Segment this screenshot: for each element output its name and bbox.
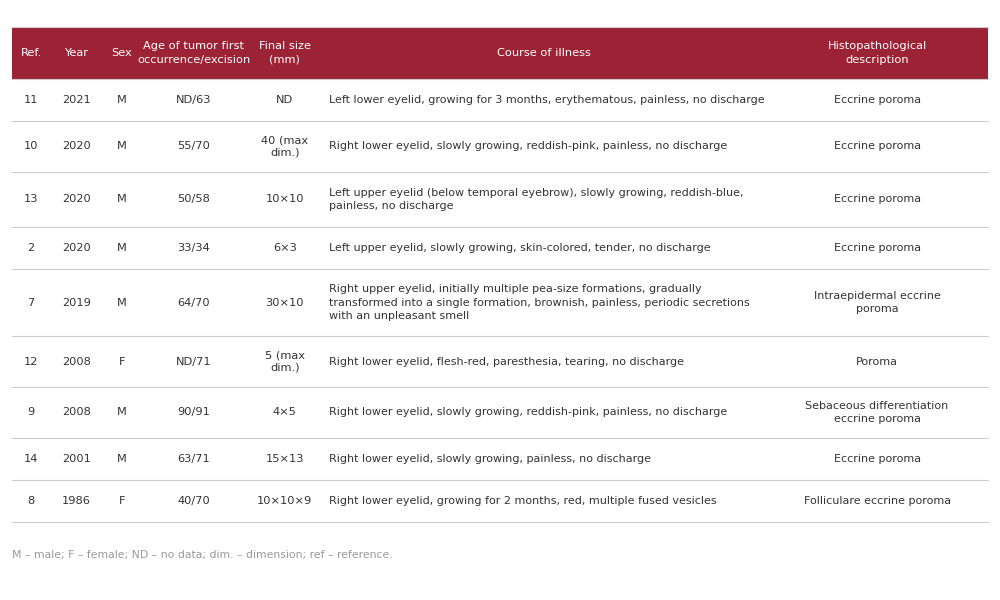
Text: Left lower eyelid, growing for 3 months, erythematous, painless, no discharge: Left lower eyelid, growing for 3 months,… xyxy=(329,95,764,105)
Text: 30×10: 30×10 xyxy=(265,298,304,308)
Text: M: M xyxy=(117,95,127,105)
Text: 2020: 2020 xyxy=(62,142,91,151)
Text: Eccrine poroma: Eccrine poroma xyxy=(834,95,921,105)
Bar xyxy=(12,437,988,480)
Text: 10×10×9: 10×10×9 xyxy=(257,496,312,506)
Text: Right lower eyelid, flesh-red, paresthesia, tearing, no discharge: Right lower eyelid, flesh-red, paresthes… xyxy=(329,356,684,367)
Text: 12: 12 xyxy=(24,356,38,367)
Text: Right lower eyelid, slowly growing, painless, no discharge: Right lower eyelid, slowly growing, pain… xyxy=(329,454,651,464)
Text: Folliculare eccrine poroma: Folliculare eccrine poroma xyxy=(804,496,951,506)
Text: 15×13: 15×13 xyxy=(265,454,304,464)
Bar xyxy=(12,79,988,121)
Text: 2020: 2020 xyxy=(62,243,91,253)
Text: Intraepidermal eccrine
poroma: Intraepidermal eccrine poroma xyxy=(814,291,941,314)
Text: M: M xyxy=(117,407,127,417)
Text: 10: 10 xyxy=(24,142,38,151)
Text: 2019: 2019 xyxy=(62,298,91,308)
Text: 8: 8 xyxy=(28,496,35,506)
Text: 4×5: 4×5 xyxy=(273,407,297,417)
Text: 1986: 1986 xyxy=(62,496,91,506)
Text: 9: 9 xyxy=(28,407,35,417)
Text: 2008: 2008 xyxy=(62,356,91,367)
Text: Right lower eyelid, growing for 2 months, red, multiple fused vesicles: Right lower eyelid, growing for 2 months… xyxy=(329,496,716,506)
Text: Ref.: Ref. xyxy=(21,48,42,58)
Bar xyxy=(12,27,988,79)
Text: 50/58: 50/58 xyxy=(178,194,210,204)
Text: Age of tumor first
occurrence/excision: Age of tumor first occurrence/excision xyxy=(137,41,251,65)
Text: Eccrine poroma: Eccrine poroma xyxy=(834,142,921,151)
Text: Right upper eyelid, initially multiple pea-size formations, gradually
transforme: Right upper eyelid, initially multiple p… xyxy=(329,284,749,321)
Bar xyxy=(12,227,988,269)
Text: 33/34: 33/34 xyxy=(178,243,210,253)
Text: F: F xyxy=(119,356,125,367)
Text: Sex: Sex xyxy=(112,48,132,58)
Text: M: M xyxy=(117,243,127,253)
Text: 7: 7 xyxy=(28,298,35,308)
Text: Poroma: Poroma xyxy=(856,356,898,367)
Text: Right lower eyelid, slowly growing, reddish-pink, painless, no discharge: Right lower eyelid, slowly growing, redd… xyxy=(329,142,727,151)
Text: 55/70: 55/70 xyxy=(178,142,210,151)
Bar xyxy=(12,337,988,387)
Text: ND: ND xyxy=(276,95,293,105)
Text: Course of illness: Course of illness xyxy=(497,48,591,58)
Text: Eccrine poroma: Eccrine poroma xyxy=(834,243,921,253)
Text: Eccrine poroma: Eccrine poroma xyxy=(834,194,921,204)
Text: Sebaceous differentiation
eccrine poroma: Sebaceous differentiation eccrine poroma xyxy=(805,401,949,424)
Text: M: M xyxy=(117,142,127,151)
Text: Histopathological
description: Histopathological description xyxy=(827,41,927,65)
Text: 2008: 2008 xyxy=(62,407,91,417)
Text: M: M xyxy=(117,298,127,308)
Text: 2001: 2001 xyxy=(62,454,91,464)
Text: 90/91: 90/91 xyxy=(178,407,210,417)
Text: Right lower eyelid, slowly growing, reddish-pink, painless, no discharge: Right lower eyelid, slowly growing, redd… xyxy=(329,407,727,417)
Text: Final size
(mm): Final size (mm) xyxy=(259,41,311,65)
Text: Eccrine poroma: Eccrine poroma xyxy=(834,454,921,464)
Text: 40 (max
dim.): 40 (max dim.) xyxy=(261,136,308,157)
Text: 14: 14 xyxy=(24,454,38,464)
Bar xyxy=(12,269,988,337)
Text: Left upper eyelid (below temporal eyebrow), slowly growing, reddish-blue,
painle: Left upper eyelid (below temporal eyebro… xyxy=(329,188,743,211)
Text: ND/71: ND/71 xyxy=(176,356,212,367)
Text: 6×3: 6×3 xyxy=(273,243,297,253)
Bar xyxy=(12,172,988,227)
Text: ND/63: ND/63 xyxy=(176,95,212,105)
Text: 2: 2 xyxy=(28,243,35,253)
Text: 13: 13 xyxy=(24,194,38,204)
Text: Year: Year xyxy=(65,48,89,58)
Text: 11: 11 xyxy=(24,95,38,105)
Bar xyxy=(12,387,988,437)
Text: 2021: 2021 xyxy=(62,95,91,105)
Text: M: M xyxy=(117,454,127,464)
Bar xyxy=(12,480,988,522)
Text: 63/71: 63/71 xyxy=(178,454,210,464)
Text: M: M xyxy=(117,194,127,204)
Bar xyxy=(12,121,988,172)
Text: 10×10: 10×10 xyxy=(265,194,304,204)
Text: 40/70: 40/70 xyxy=(178,496,210,506)
Text: F: F xyxy=(119,496,125,506)
Text: 2020: 2020 xyxy=(62,194,91,204)
Text: 64/70: 64/70 xyxy=(178,298,210,308)
Text: Left upper eyelid, slowly growing, skin-colored, tender, no discharge: Left upper eyelid, slowly growing, skin-… xyxy=(329,243,710,253)
Text: M – male; F – female; ND – no data; dim. – dimension; ref – reference.: M – male; F – female; ND – no data; dim.… xyxy=(12,550,393,560)
Text: 5 (max
dim.): 5 (max dim.) xyxy=(265,351,305,373)
